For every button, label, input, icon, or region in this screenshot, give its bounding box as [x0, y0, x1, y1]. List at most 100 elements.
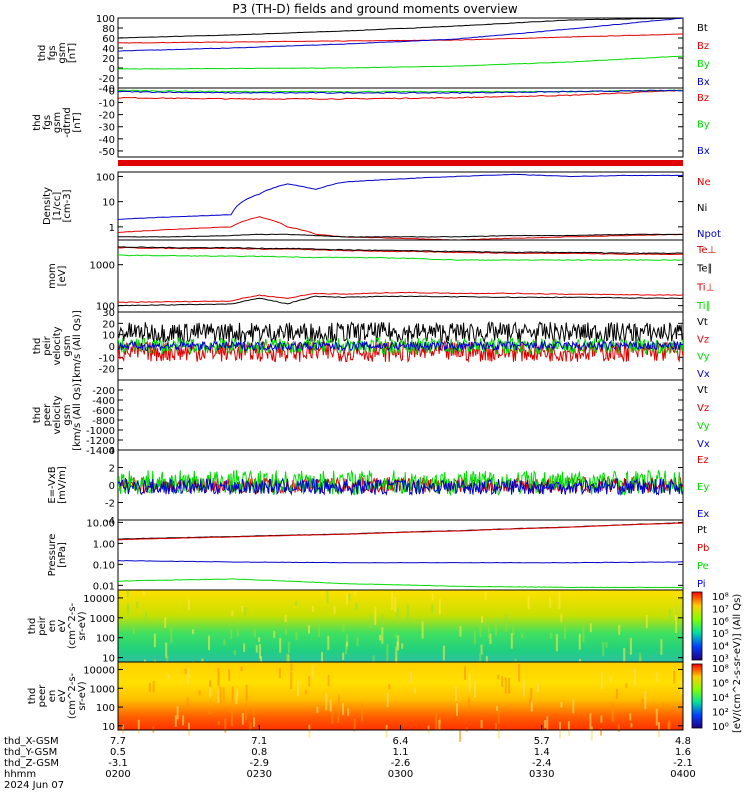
series-Bz	[118, 89, 683, 100]
heatmap-texture	[347, 708, 350, 716]
y-axis-label-line: [km/s (All Qs)]	[72, 310, 83, 382]
y-axis-label-line: [eV]	[57, 266, 68, 287]
y-tick-label: 10	[102, 331, 115, 342]
series-Ti⊥	[118, 291, 683, 304]
legend-Pe: Pe	[697, 561, 709, 572]
heatmap-texture	[255, 645, 258, 653]
legend-Bz: Bz	[697, 93, 709, 104]
series-group	[118, 246, 683, 307]
heatmap-texture	[641, 698, 644, 707]
heatmap-texture	[285, 628, 287, 636]
heatmap-texture	[669, 609, 671, 619]
heatmap-texture	[401, 643, 404, 649]
series-Bz	[118, 33, 683, 44]
y-axis-label-line: thd	[32, 114, 43, 131]
heatmap-texture	[456, 703, 458, 716]
heatmap-texture	[136, 602, 139, 608]
heatmap-texture	[354, 591, 357, 596]
y-tick-label: 1.00	[93, 539, 115, 550]
y-axis-label-line: gsm	[62, 404, 73, 425]
panel-frame	[117, 171, 684, 241]
y-axis-label-line: E=-VxB	[47, 466, 58, 503]
y-axis-label-line: [nT]	[67, 43, 78, 63]
heatmap-texture	[602, 641, 605, 657]
heatmap-texture	[391, 592, 394, 610]
heatmap-texture	[655, 672, 658, 683]
heatmap-texture	[431, 604, 434, 614]
x-tick-label: 7.1	[251, 736, 267, 747]
y-axis-label-line: (cm^2-s-	[67, 672, 78, 719]
x-tick-label: 0300	[388, 769, 413, 780]
heatmap-texture	[512, 626, 515, 635]
x-tick-label: 0400	[670, 769, 695, 780]
heatmap-texture	[459, 729, 462, 742]
heatmap-texture	[497, 728, 500, 739]
y-axis-label-line: en	[47, 690, 58, 703]
heatmap-texture	[127, 603, 130, 615]
heatmap-texture	[662, 703, 665, 708]
heatmap-texture	[623, 647, 626, 664]
y-axis-label-line: [nPa]	[57, 542, 68, 568]
y-tick-label: 0	[109, 342, 115, 353]
y-axis-label-line: thd	[32, 407, 43, 424]
heatmap-texture	[560, 702, 563, 708]
heatmap-texture	[245, 684, 248, 702]
series-group	[118, 469, 683, 497]
heatmap-texture	[308, 625, 310, 634]
panel-peer_velocity: -200-400-600-800-1000-1200-1400 thd peer ve…	[32, 379, 710, 457]
heatmap-texture	[504, 677, 507, 694]
heatmap-texture	[530, 700, 533, 712]
x-tick-label: 7.7	[110, 736, 126, 747]
y-tick-label: 60	[102, 34, 115, 45]
heatmap-texture	[240, 666, 243, 671]
heatmap-texture	[675, 621, 678, 633]
series-group	[118, 173, 683, 240]
heatmap-texture	[187, 599, 190, 610]
heatmap-texture	[342, 703, 344, 715]
heatmap-texture	[342, 652, 345, 660]
heatmap-texture	[605, 641, 608, 648]
legend-Ti⊥: Ti⊥	[696, 282, 714, 293]
legend-Pt: Pt	[697, 525, 707, 536]
heatmap-texture	[235, 693, 238, 705]
heatmap-texture	[244, 607, 247, 616]
heatmap-texture	[126, 590, 129, 598]
heatmap-texture	[489, 633, 492, 644]
heatmap-texture	[578, 633, 581, 650]
heatmap-texture	[527, 595, 530, 610]
heatmap-texture	[297, 680, 299, 697]
heatmap-texture	[479, 653, 482, 669]
heatmap-texture	[236, 629, 239, 637]
legend-Vy: Vy	[697, 352, 710, 363]
heatmap-texture	[321, 651, 323, 669]
legend-Npot: Npot	[697, 229, 721, 240]
heatmap-texture	[342, 622, 345, 632]
heatmap-texture	[564, 624, 566, 640]
x-row-label: hhmm	[4, 769, 36, 780]
legend-Te∥: Te∥	[696, 264, 713, 275]
heatmap-texture	[609, 675, 612, 682]
y-tick-label: 4	[109, 446, 115, 457]
heatmap-texture	[480, 719, 483, 729]
heatmap-texture	[496, 706, 498, 711]
y-tick-label: -600	[92, 406, 115, 417]
y-tick-label: 10.00	[86, 518, 115, 529]
y-axis-label-line: gsm	[52, 112, 63, 133]
heatmap-texture	[230, 629, 233, 639]
heatmap-texture	[468, 697, 471, 708]
heatmap-texture	[660, 639, 663, 655]
y-tick-label: -20	[99, 74, 115, 85]
heatmap-texture	[560, 613, 563, 623]
heatmap-texture	[295, 600, 297, 606]
heatmap-texture	[152, 680, 155, 693]
colorbar-label: 10²	[712, 708, 729, 719]
y-tick-label: 0	[109, 86, 115, 97]
y-axis-label-line: peer	[42, 403, 53, 427]
heatmap-texture	[231, 709, 234, 727]
heatmap-texture	[549, 597, 552, 608]
x-tick-label: -2.9	[249, 758, 269, 769]
heatmap-texture	[132, 628, 135, 635]
legend-Vt: Vt	[697, 317, 708, 328]
x-row-label: thd_X-GSM	[4, 736, 59, 747]
